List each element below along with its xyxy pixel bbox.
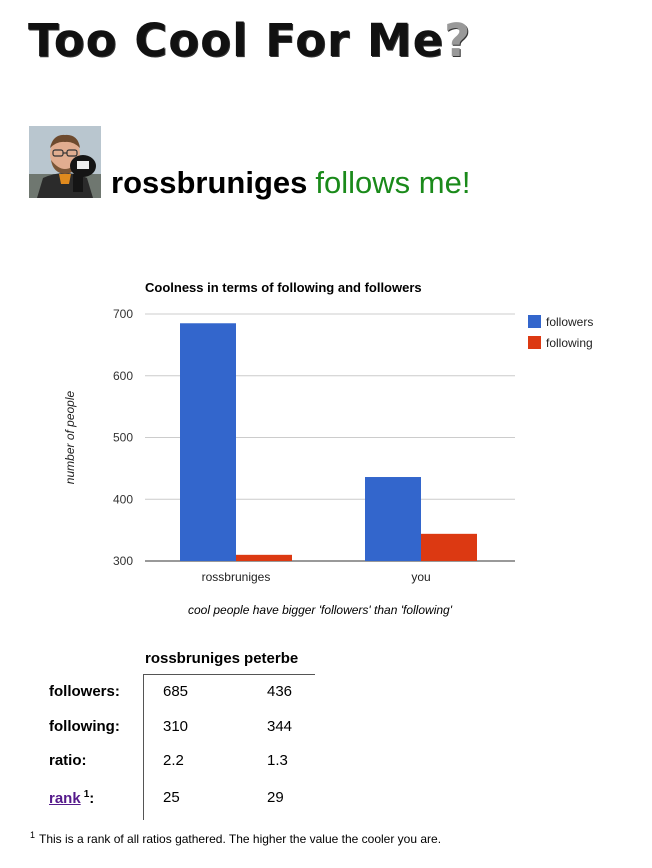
stats-table-frame xyxy=(143,674,315,820)
y-tick-label: 600 xyxy=(113,369,133,383)
bar-followers-rossbruniges xyxy=(180,323,236,561)
chart-title: Coolness in terms of following and follo… xyxy=(145,280,422,295)
profile-headline: rossbruniges follows me! xyxy=(111,167,470,198)
profile-verdict: follows me! xyxy=(315,165,471,200)
legend-swatch xyxy=(528,315,541,328)
profile-header: rossbruniges follows me! xyxy=(29,126,470,198)
stats-row-label-following: following: xyxy=(49,718,120,735)
bar-following-you xyxy=(421,533,477,561)
site-title-mark: ? xyxy=(444,14,472,67)
chart-x-axis-caption: cool people have bigger 'followers' than… xyxy=(188,603,452,617)
site-title: Too Cool For Me? xyxy=(28,14,471,67)
legend-swatch xyxy=(528,336,541,349)
stats-column-header: peterbe xyxy=(244,650,299,667)
footnote-text: This is a rank of all ratios gathered. T… xyxy=(39,832,442,846)
stats-cell: 25 xyxy=(163,789,180,806)
stats-row-label-rank: rank 1: xyxy=(49,789,94,807)
y-tick-label: 500 xyxy=(113,431,133,445)
site-title-text: Too Cool For Me xyxy=(28,14,445,67)
stats-cell: 685 xyxy=(163,683,189,700)
stats-cell: 436 xyxy=(267,683,293,700)
rank-footnote-marker: 1 xyxy=(83,789,90,800)
y-tick-label: 400 xyxy=(113,492,133,506)
rank-link[interactable]: rank xyxy=(49,790,81,807)
legend-label: following xyxy=(546,336,593,350)
x-tick-label: rossbruniges xyxy=(202,570,271,584)
footnote: 1 This is a rank of all ratios gathered. … xyxy=(30,830,441,846)
bar-following-rossbruniges xyxy=(236,554,292,561)
y-tick-label: 700 xyxy=(113,307,133,321)
stats-cell: 344 xyxy=(267,718,293,735)
rank-label-suffix: : xyxy=(89,790,95,807)
person-avatar-icon xyxy=(29,126,101,198)
stats-cell: 2.2 xyxy=(163,752,184,769)
y-tick-label: 300 xyxy=(113,554,133,568)
stats-cell: 29 xyxy=(267,789,284,806)
x-tick-label: you xyxy=(411,570,430,584)
footnote-marker: 1 xyxy=(30,830,36,840)
bar-followers-you xyxy=(365,477,421,561)
stats-cell: 1.3 xyxy=(267,752,288,769)
stats-column-header: rossbruniges xyxy=(145,650,241,667)
stats-row-label-followers: followers: xyxy=(49,683,120,700)
bar-chart: 300 400 500 600 700 rossbruniges you number of … xyxy=(63,307,593,584)
stats-row-label-ratio: ratio: xyxy=(49,752,87,769)
stats-column-headers: rossbruniges peterbe xyxy=(145,650,298,667)
profile-username: rossbruniges xyxy=(111,165,308,200)
legend-label: followers xyxy=(546,315,593,329)
y-axis-label: number of people xyxy=(63,390,77,484)
stats-cell: 310 xyxy=(163,718,189,735)
